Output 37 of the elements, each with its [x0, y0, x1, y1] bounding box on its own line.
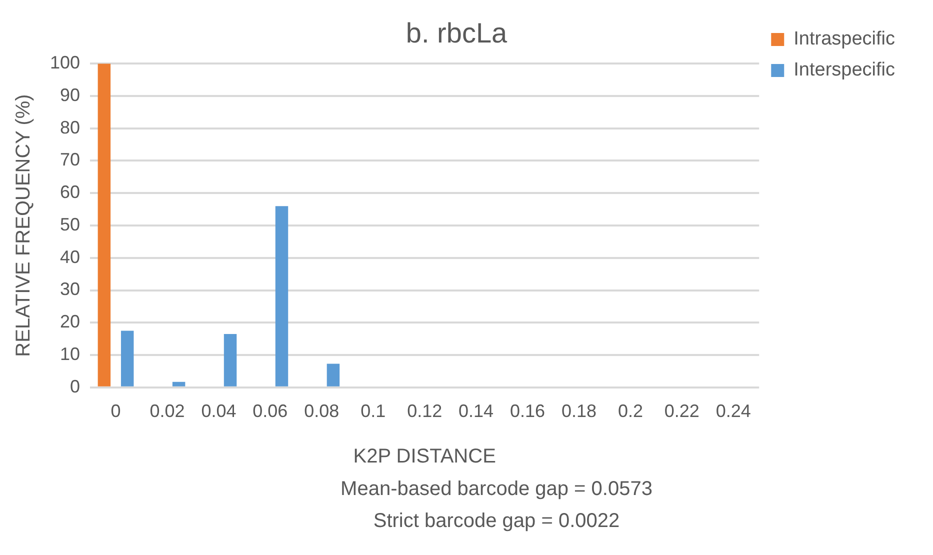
- text: Strict barcode gap = 0.0022: [372, 509, 621, 534]
- x-tick-label: 0: [110, 401, 121, 422]
- bar: [326, 364, 340, 386]
- y-tick-label: 40: [60, 246, 80, 267]
- legend-label: Intraspecific: [794, 28, 895, 50]
- y-tick-label: 50: [60, 214, 80, 234]
- x-tick-label: 0.04: [201, 401, 236, 422]
- x-tick-label: 0.2: [618, 401, 643, 422]
- bar: [120, 330, 134, 386]
- x-tick-label: 0.24: [716, 401, 751, 422]
- y-tick-label: 0: [70, 376, 80, 396]
- bar: [275, 206, 288, 386]
- chart-title: b. rbcLa: [406, 18, 508, 49]
- x-tick-label: 0.22: [664, 401, 700, 422]
- legend-label: Interspecific: [794, 60, 895, 81]
- x-tick-label: 0.02: [150, 401, 185, 422]
- y-axis-title: RELATIVE FREQUENCY (%): [12, 94, 35, 357]
- y-tick-label: 30: [60, 279, 80, 300]
- y-tick-label: 20: [60, 312, 80, 332]
- x-tick-label: 0.12: [407, 401, 442, 422]
- y-tick-label: 70: [60, 150, 80, 170]
- x-axis-title: K2P DISTANCE: [353, 446, 496, 468]
- y-tick-label: 80: [60, 117, 80, 138]
- x-tick-label: 0.18: [561, 401, 597, 422]
- y-tick-label: 60: [60, 182, 80, 202]
- y-tick-label: 10: [60, 344, 80, 364]
- x-tick-label: 0.14: [458, 401, 494, 422]
- x-tick-label: 0.1: [360, 401, 386, 422]
- bar: [172, 382, 186, 386]
- bar: [98, 64, 111, 386]
- y-tick-label: 90: [60, 84, 80, 105]
- y-tick-label: 100: [50, 52, 80, 73]
- x-tick-label: 0.06: [252, 401, 288, 422]
- x-tick-label: 0.08: [304, 401, 340, 422]
- text: Mean-based barcode gap = 0.0573: [340, 477, 654, 502]
- bar: [224, 334, 237, 386]
- x-tick-label: 0.16: [510, 401, 546, 422]
